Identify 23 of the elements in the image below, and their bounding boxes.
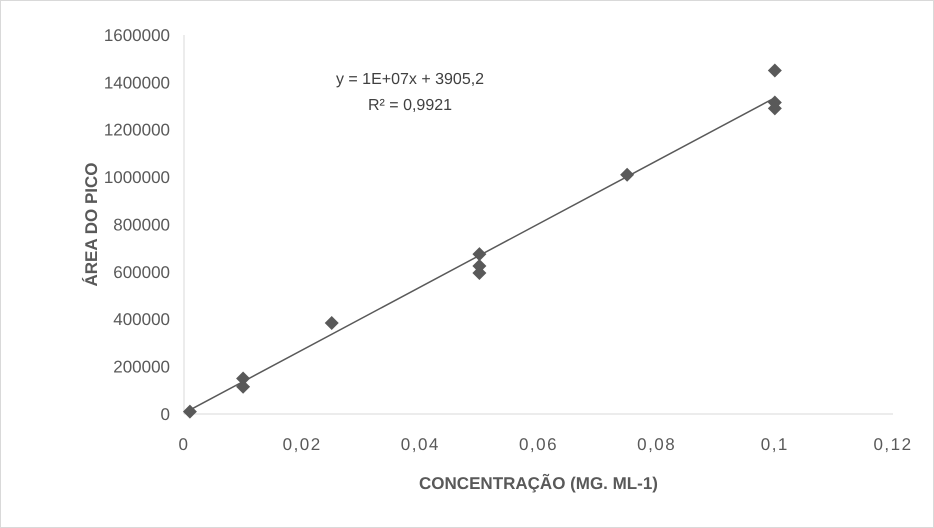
y-tick-label: 600000 bbox=[113, 262, 170, 282]
y-tick-label: 800000 bbox=[113, 215, 170, 234]
x-tick-label: 0,1 bbox=[760, 435, 789, 454]
y-tick-label: 200000 bbox=[113, 358, 170, 377]
x-tick-label: 0,08 bbox=[637, 435, 676, 454]
x-tick-label: 0,12 bbox=[873, 435, 913, 454]
point bbox=[768, 64, 782, 78]
x-axis-title: CONCENTRAÇÃO (MG. ML-1) bbox=[419, 473, 658, 493]
y-tick-label: 1000000 bbox=[104, 168, 170, 188]
x-tick-label: 0,04 bbox=[400, 435, 440, 454]
point bbox=[182, 404, 197, 419]
y-tick-label: 1200000 bbox=[104, 120, 170, 140]
point bbox=[324, 316, 339, 330]
x-tick-label: 0,02 bbox=[282, 435, 322, 454]
y-axis-title: ÁREA DO PICO bbox=[81, 162, 101, 287]
y-tick-label: 0 bbox=[160, 404, 170, 424]
x-tick-label: 0 bbox=[178, 435, 190, 454]
y-tick-label: 1600000 bbox=[104, 26, 170, 45]
y-tick-label: 400000 bbox=[113, 310, 170, 330]
x-tick-label: 0,06 bbox=[518, 435, 558, 454]
annotation: R² = 0,9921 bbox=[368, 97, 452, 114]
annotation: y = 1E+07x + 3905,2 bbox=[336, 71, 484, 88]
y-tick-label: 1400000 bbox=[104, 73, 170, 92]
